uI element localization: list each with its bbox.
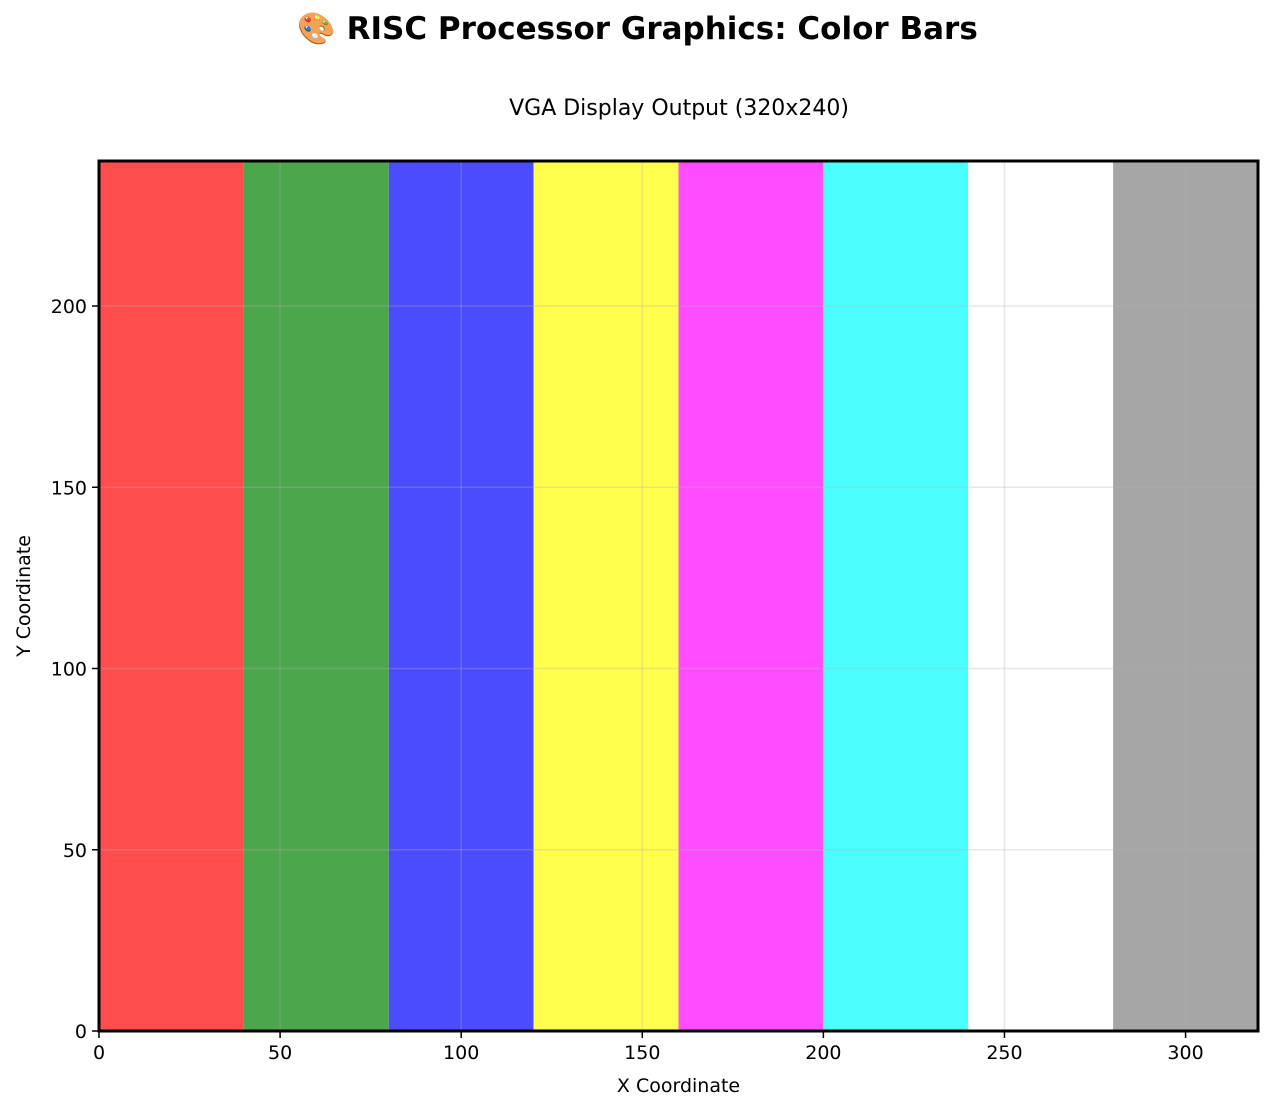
figure-suptitle: 🎨 RISC Processor Graphics: Color Bars xyxy=(297,11,978,47)
y-tick-label: 200 xyxy=(51,296,87,318)
bars-layer xyxy=(99,161,1258,1031)
color-bar-4 xyxy=(533,161,679,1031)
color-bar-3 xyxy=(388,161,534,1031)
x-tick-label: 300 xyxy=(1167,1042,1203,1064)
chart-title: VGA Display Output (320x240) xyxy=(509,96,849,121)
axes-frame xyxy=(97,159,1260,1033)
color-bar-1 xyxy=(99,161,244,1031)
color-bar-7 xyxy=(968,161,1114,1031)
color-bar-8 xyxy=(1113,161,1258,1031)
x-tick-label: 100 xyxy=(443,1042,479,1064)
color-bar-6 xyxy=(823,161,969,1031)
x-tick-label: 150 xyxy=(624,1042,660,1064)
ticks-layer: 0 50 100 150 200 250 300 0 50 100 150 200 xyxy=(51,296,1204,1064)
x-tick-label: 50 xyxy=(268,1042,292,1064)
x-tick-label: 0 xyxy=(93,1042,105,1064)
y-tick-label: 150 xyxy=(51,477,87,499)
y-tick-label: 50 xyxy=(63,840,87,862)
x-tick-label: 200 xyxy=(805,1042,841,1064)
y-axis-label: Y Coordinate xyxy=(13,535,35,658)
x-axis-label: X Coordinate xyxy=(617,1075,740,1097)
x-tick-label: 250 xyxy=(986,1042,1022,1064)
color-bar-5 xyxy=(678,161,824,1031)
y-tick-label: 0 xyxy=(75,1021,87,1043)
color-bar-2 xyxy=(243,161,389,1031)
y-tick-label: 100 xyxy=(51,659,87,681)
